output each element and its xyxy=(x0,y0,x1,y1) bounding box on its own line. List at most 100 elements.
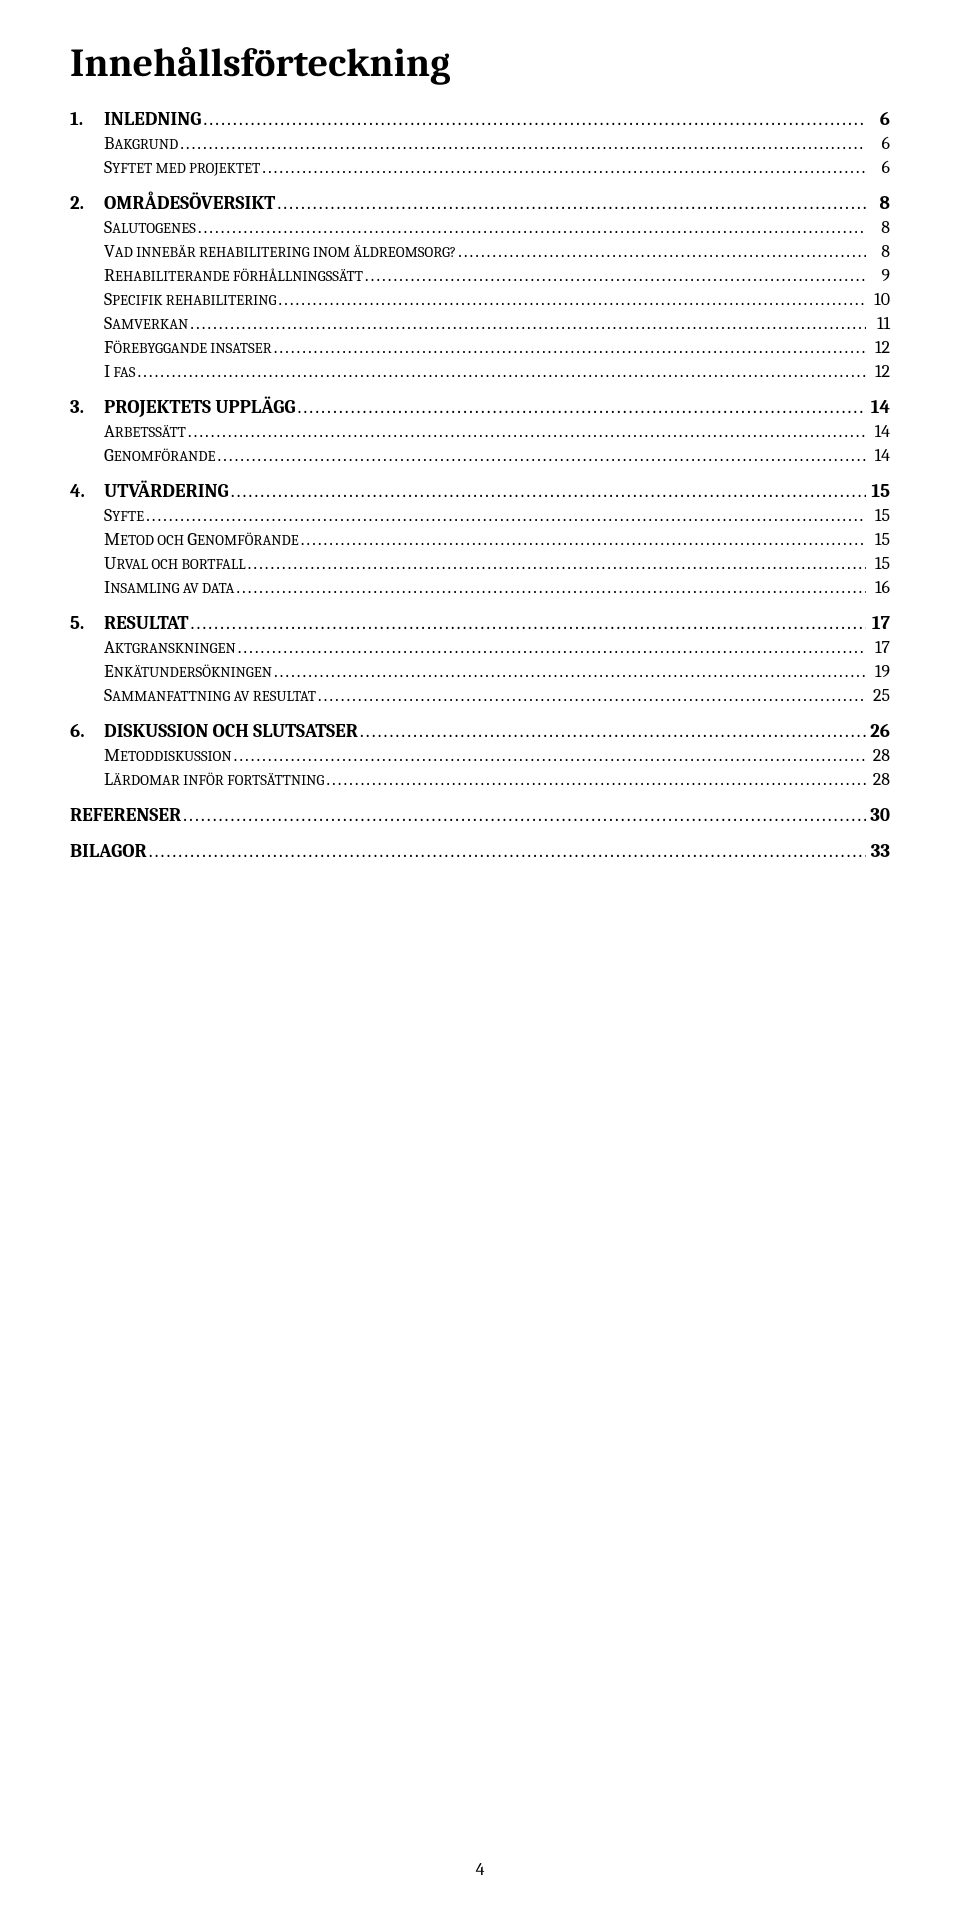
toc-entry: SAMVERKAN11 xyxy=(70,313,890,334)
toc-entry-label: REHABILITERANDE FÖRHÅLLNINGSSÄTT xyxy=(104,265,363,286)
toc-title: Innehållsförteckning xyxy=(70,40,890,86)
toc-leader-dots xyxy=(326,769,866,790)
toc-entry: SAMMANFATTNING AV RESULTAT25 xyxy=(70,685,890,706)
toc-entry-page: 14 xyxy=(868,421,890,442)
toc-leader-dots xyxy=(297,396,866,418)
toc-entry: METOD OCH GENOMFÖRANDE15 xyxy=(70,529,890,550)
toc-leader-dots xyxy=(198,217,866,238)
toc-entry-label: VAD INNEBÄR REHABILITERING INOM ÄLDREOMS… xyxy=(104,241,456,262)
toc-leader-dots xyxy=(318,685,866,706)
toc-leader-dots xyxy=(360,720,866,742)
toc-entry: FÖREBYGGANDE INSATSER 12 xyxy=(70,337,890,358)
toc-entry: 5.RESULTAT 17 xyxy=(70,612,890,634)
toc-leader-dots xyxy=(191,612,866,634)
toc-entry: SALUTOGENES8 xyxy=(70,217,890,238)
toc-entry: ENKÄTUNDERSÖKNINGEN 19 xyxy=(70,661,890,682)
toc-entry-page: 6 xyxy=(868,133,890,154)
toc-entry: 4.UTVÄRDERING 15 xyxy=(70,480,890,502)
toc-entry: 6.DISKUSSION OCH SLUTSATSER 26 xyxy=(70,720,890,742)
toc-entry-page: 10 xyxy=(868,289,890,310)
toc-entry-page: 28 xyxy=(868,745,890,766)
toc-leader-dots xyxy=(203,108,866,130)
toc-entry-label: URVAL OCH BORTFALL xyxy=(104,553,246,574)
toc-entry-label: SYFTE xyxy=(104,505,144,526)
toc-entry: BAKGRUND 6 xyxy=(70,133,890,154)
toc-entry: BILAGOR 33 xyxy=(70,840,890,862)
toc-entry-label: FÖREBYGGANDE INSATSER xyxy=(104,337,272,358)
toc-entry-label: SAMMANFATTNING AV RESULTAT xyxy=(104,685,316,706)
toc-entry-label: SAMVERKAN xyxy=(104,313,188,334)
toc-entry-page: 14 xyxy=(868,445,890,466)
toc-entry-page: 8 xyxy=(868,192,890,214)
toc-entry-page: 15 xyxy=(868,505,890,526)
toc-entry-number: 3. xyxy=(70,396,104,418)
toc-entry-label: BAKGRUND xyxy=(104,133,178,154)
toc-entry-label: INSAMLING AV DATA xyxy=(104,577,234,598)
toc-entry-label: REFERENSER xyxy=(70,804,181,826)
toc-entry-page: 12 xyxy=(868,337,890,358)
toc-leader-dots xyxy=(146,505,866,526)
toc-leader-dots xyxy=(274,661,866,682)
toc-entry: VAD INNEBÄR REHABILITERING INOM ÄLDREOMS… xyxy=(70,241,890,262)
toc-leader-dots xyxy=(234,745,866,766)
toc-leader-dots xyxy=(278,289,866,310)
toc-entry-page: 15 xyxy=(868,529,890,550)
toc-entry: 1.INLEDNING 6 xyxy=(70,108,890,130)
toc-entry-label: SYFTET MED PROJEKTET xyxy=(104,157,260,178)
toc-entry-label: 1.INLEDNING xyxy=(70,108,201,130)
toc-entry-label: GENOMFÖRANDE xyxy=(104,445,215,466)
toc-entry: 3.PROJEKTETS UPPLÄGG 14 xyxy=(70,396,890,418)
toc-entry-label: 4.UTVÄRDERING xyxy=(70,480,229,502)
toc-entry: GENOMFÖRANDE 14 xyxy=(70,445,890,466)
toc-entry-page: 15 xyxy=(868,480,890,502)
toc-leader-dots xyxy=(137,361,866,382)
toc-entry-page: 9 xyxy=(868,265,890,286)
toc-entry: LÄRDOMAR INFÖR FORTSÄTTNING 28 xyxy=(70,769,890,790)
toc-entry-page: 19 xyxy=(868,661,890,682)
toc-entry-label: 6.DISKUSSION OCH SLUTSATSER xyxy=(70,720,358,742)
toc-leader-dots xyxy=(458,241,866,262)
toc-entry-page: 6 xyxy=(868,157,890,178)
toc-entry-page: 33 xyxy=(868,840,890,862)
toc-entry-page: 17 xyxy=(868,637,890,658)
toc-leader-dots xyxy=(180,133,866,154)
toc-entry-page: 26 xyxy=(868,720,890,742)
toc-entry-page: 17 xyxy=(868,612,890,634)
toc-entry-label: ENKÄTUNDERSÖKNINGEN xyxy=(104,661,272,682)
toc-leader-dots xyxy=(149,840,866,862)
toc-entry: 2.OMRÅDESÖVERSIKT8 xyxy=(70,192,890,214)
toc-leader-dots xyxy=(274,337,866,358)
toc-leader-dots xyxy=(238,637,866,658)
toc-entry-label: BILAGOR xyxy=(70,840,147,862)
toc-entry-page: 16 xyxy=(868,577,890,598)
toc-entry-page: 6 xyxy=(868,108,890,130)
toc-entry-label: AKTGRANSKNINGEN xyxy=(104,637,236,658)
toc-entry-label: ARBETSSÄTT xyxy=(104,421,186,442)
toc-entry: URVAL OCH BORTFALL 15 xyxy=(70,553,890,574)
toc-entry-label: I FAS xyxy=(104,361,135,382)
toc-entry: SYFTET MED PROJEKTET 6 xyxy=(70,157,890,178)
toc-entry: REHABILITERANDE FÖRHÅLLNINGSSÄTT 9 xyxy=(70,265,890,286)
toc-entry: METODDISKUSSION 28 xyxy=(70,745,890,766)
toc-entry-label: 5.RESULTAT xyxy=(70,612,189,634)
toc-entry: SPECIFIK REHABILITERING10 xyxy=(70,289,890,310)
toc-leader-dots xyxy=(248,553,866,574)
toc-entry-page: 28 xyxy=(868,769,890,790)
toc-leader-dots xyxy=(183,804,866,826)
page-number: 4 xyxy=(0,1859,960,1880)
toc-entry-page: 8 xyxy=(868,241,890,262)
toc-entry-page: 12 xyxy=(868,361,890,382)
toc-leader-dots xyxy=(231,480,866,502)
toc-entry-page: 14 xyxy=(868,396,890,418)
toc-entry-number: 1. xyxy=(70,108,104,130)
toc-entry: AKTGRANSKNINGEN 17 xyxy=(70,637,890,658)
toc-leader-dots xyxy=(190,313,866,334)
toc-entry-number: 2. xyxy=(70,192,104,214)
toc-leader-dots xyxy=(277,192,866,214)
toc-leader-dots xyxy=(236,577,866,598)
toc-entry-label: LÄRDOMAR INFÖR FORTSÄTTNING xyxy=(104,769,324,790)
toc-entry: ARBETSSÄTT 14 xyxy=(70,421,890,442)
toc-entry-label: METODDISKUSSION xyxy=(104,745,232,766)
toc-entry-label: 3.PROJEKTETS UPPLÄGG xyxy=(70,396,295,418)
toc-entry-page: 15 xyxy=(868,553,890,574)
